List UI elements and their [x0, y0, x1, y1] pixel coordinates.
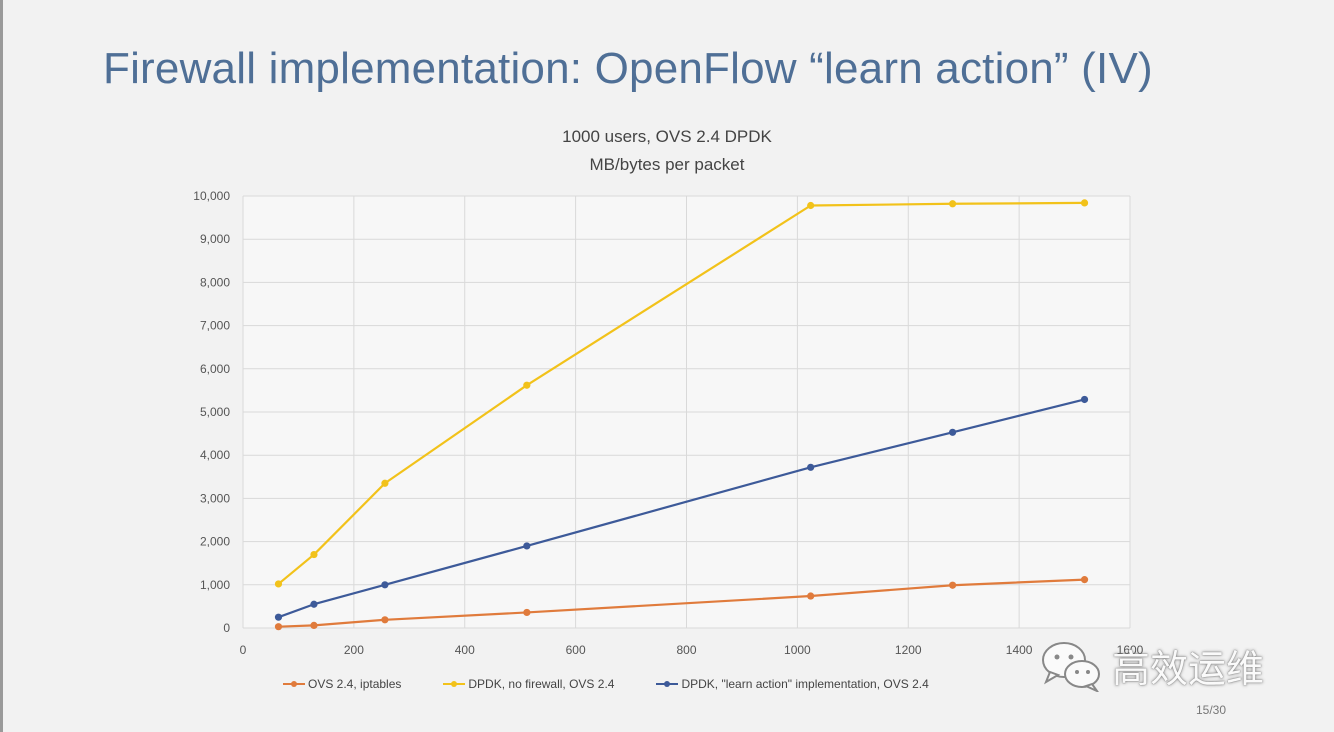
x-tick-label: 1400 [1006, 643, 1033, 657]
y-tick-label: 0 [223, 621, 230, 635]
data-point [523, 608, 531, 617]
data-point [1080, 395, 1089, 404]
y-tick-label: 8,000 [200, 275, 230, 289]
data-point [310, 550, 318, 559]
chart-legend: OVS 2.4, iptables DPDK, no firewall, OVS… [283, 674, 971, 694]
x-tick-label: 0 [240, 643, 247, 657]
y-tick-label: 7,000 [200, 319, 230, 333]
legend-label: DPDK, "learn action" implementation, OVS… [681, 677, 929, 691]
y-tick-label: 4,000 [200, 448, 230, 462]
legend-item-dpdk-learn-action: DPDK, "learn action" implementation, OVS… [656, 677, 929, 691]
chart-title: 1000 users, OVS 2.4 DPDK [562, 127, 772, 146]
x-tick-label: 1200 [895, 643, 922, 657]
data-point [310, 600, 318, 608]
wechat-icon [1040, 640, 1102, 693]
data-point [381, 616, 389, 624]
data-point [274, 580, 283, 588]
watermark: 高效运维 [1040, 638, 1264, 693]
data-point [381, 479, 389, 487]
x-tick-label: 200 [344, 643, 364, 657]
data-point [310, 621, 318, 630]
x-tick-label: 800 [676, 643, 696, 657]
data-point [949, 428, 957, 436]
x-tick-label: 400 [455, 643, 475, 657]
data-point [807, 463, 815, 471]
y-tick-label: 3,000 [200, 491, 230, 505]
legend-item-ovs-iptables: OVS 2.4, iptables [283, 677, 401, 691]
y-tick-label: 5,000 [200, 405, 230, 419]
chart-subtitle: MB/bytes per packet [589, 155, 745, 174]
legend-label: DPDK, no firewall, OVS 2.4 [468, 677, 615, 691]
data-point [949, 581, 957, 589]
data-point [949, 200, 957, 208]
data-point [807, 201, 815, 210]
data-point [523, 542, 531, 550]
legend-swatch-ovs-iptables [283, 679, 305, 689]
y-tick-label: 9,000 [200, 232, 230, 246]
legend-swatch-dpdk-no-firewall [443, 679, 466, 689]
y-tick-label: 6,000 [200, 362, 230, 376]
data-point [1080, 199, 1089, 207]
data-point [1080, 576, 1089, 584]
x-tick-label: 600 [566, 643, 586, 657]
slide-left-border [0, 0, 3, 732]
data-point [807, 592, 815, 600]
x-tick-label: 1600 [1117, 643, 1144, 657]
x-tick-label: 1000 [784, 643, 811, 657]
page-number: 15/30 [1196, 703, 1227, 717]
legend-swatch-dpdk-learn-action [656, 679, 679, 689]
y-tick-label: 10,000 [193, 189, 230, 203]
data-point [381, 581, 389, 589]
data-point [274, 613, 283, 621]
watermark-text: 高效运维 [1112, 647, 1265, 691]
y-tick-label: 1,000 [200, 578, 230, 592]
legend-item-dpdk-no-firewall: DPDK, no firewall, OVS 2.4 [443, 677, 614, 691]
legend-label: OVS 2.4, iptables [308, 677, 402, 691]
slide-title: Firewall implementation: OpenFlow “learn… [103, 44, 1153, 93]
data-point [274, 623, 283, 631]
y-tick-label: 2,000 [200, 535, 230, 549]
data-point [523, 381, 531, 389]
